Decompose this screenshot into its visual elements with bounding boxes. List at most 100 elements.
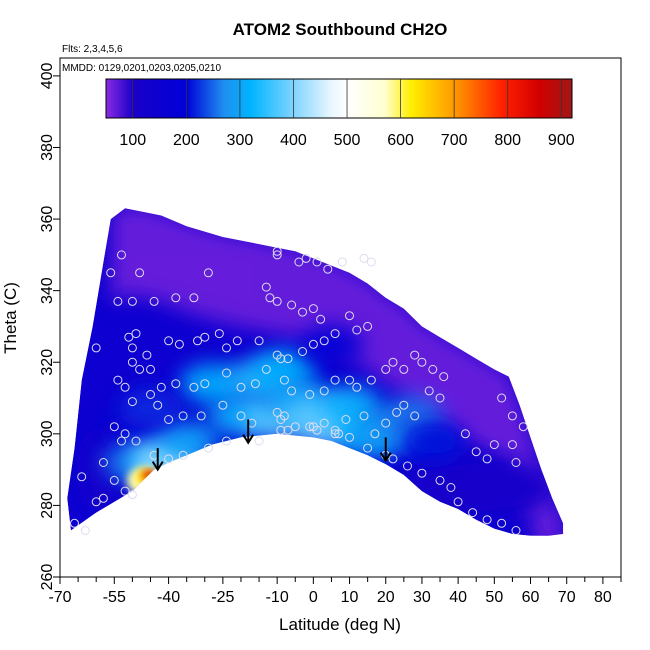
colorbar-tick-label: 200 xyxy=(173,132,200,149)
sample-point xyxy=(287,300,297,310)
sample-point xyxy=(164,336,174,346)
x-tick-label: -10 xyxy=(266,589,289,606)
sample-point xyxy=(80,526,90,535)
sample-point xyxy=(301,253,311,263)
sample-point xyxy=(98,493,108,503)
sample-point xyxy=(149,296,159,306)
sample-point xyxy=(135,364,145,374)
colorbar-tick-label: 500 xyxy=(334,132,361,149)
sample-point xyxy=(330,329,340,339)
dates-subtitle: MMDD: 0129,0201,0203,0205,0210 xyxy=(62,63,221,74)
sample-point xyxy=(359,253,369,263)
x-tick-label: 30 xyxy=(413,589,431,606)
sample-point xyxy=(518,422,528,432)
y-tick-label: 340 xyxy=(39,277,56,304)
sample-point xyxy=(388,357,398,367)
sample-point xyxy=(171,379,181,389)
pointer-arrows xyxy=(151,419,392,472)
x-tick-label: -70 xyxy=(48,589,71,606)
sample-point xyxy=(113,375,123,385)
sample-point xyxy=(403,461,412,471)
x-tick-label: 70 xyxy=(558,589,576,606)
sample-point xyxy=(337,257,347,267)
sample-point xyxy=(200,332,210,342)
colorbar-tick-label: 600 xyxy=(387,132,414,149)
sample-point xyxy=(214,329,224,339)
sample-point xyxy=(164,454,174,464)
sample-point xyxy=(439,372,449,382)
sample-point xyxy=(366,375,376,385)
sample-point xyxy=(392,407,402,417)
sample-point xyxy=(308,339,318,349)
sample-point xyxy=(468,508,478,518)
sample-point xyxy=(196,411,206,421)
sample-point xyxy=(399,400,409,410)
y-tick-label: 380 xyxy=(39,134,56,161)
sample-point xyxy=(117,250,126,260)
heatmap-field xyxy=(67,208,564,536)
x-tick-label: 60 xyxy=(522,589,540,606)
field-low-region xyxy=(396,457,557,518)
y-tick-label: 260 xyxy=(39,564,56,591)
sample-point xyxy=(370,429,380,439)
arrow-head xyxy=(151,461,164,472)
sample-point xyxy=(283,425,293,435)
sample-point xyxy=(460,429,470,439)
sample-point xyxy=(319,418,329,428)
field-blob xyxy=(118,388,183,429)
y-axis: 260 280 300 320 340 360 380 400 xyxy=(39,62,60,590)
sample-point xyxy=(417,357,427,367)
sample-point xyxy=(312,425,322,435)
sample-point xyxy=(178,450,188,460)
sample-point xyxy=(124,332,134,342)
x-tick-label: -40 xyxy=(157,589,180,606)
x-tick-label: -55 xyxy=(103,589,126,606)
x-tick-label: 10 xyxy=(341,589,359,606)
flights-subtitle: Flts: 2,3,4,5,6 xyxy=(62,44,123,55)
sample-point xyxy=(127,343,137,353)
sample-point xyxy=(316,314,326,324)
sample-point xyxy=(117,436,126,446)
sample-point xyxy=(109,422,119,432)
sample-point xyxy=(428,364,438,374)
sample-point xyxy=(232,336,242,346)
sample-point xyxy=(511,526,521,535)
sample-point xyxy=(482,454,492,464)
sample-point xyxy=(399,364,409,374)
sample-point xyxy=(410,411,420,421)
sample-point xyxy=(330,429,340,439)
sample-point xyxy=(77,472,87,482)
chart-title: ATOM2 Southbound CH2O xyxy=(233,20,448,39)
sample-point xyxy=(435,393,445,403)
sample-point xyxy=(381,364,391,374)
sample-point xyxy=(482,515,492,525)
sample-point xyxy=(424,386,434,396)
sample-point xyxy=(106,268,116,278)
sample-point xyxy=(171,293,181,303)
y-tick-label: 300 xyxy=(39,420,56,447)
sample-point xyxy=(127,296,137,306)
field-hot-spot xyxy=(142,470,157,479)
sample-point xyxy=(203,268,213,278)
colorbar-dividers xyxy=(132,79,562,118)
sample-point xyxy=(272,296,282,306)
sample-point xyxy=(319,386,329,396)
sample-point xyxy=(417,468,427,478)
sample-point xyxy=(127,397,137,407)
sample-point xyxy=(345,375,354,385)
y-axis-label: Theta (C) xyxy=(1,282,20,354)
sample-point xyxy=(283,354,293,364)
sample-point xyxy=(218,400,228,410)
x-tick-label: 80 xyxy=(594,589,612,606)
sample-point xyxy=(294,257,304,267)
sample-point xyxy=(222,368,231,378)
sample-point xyxy=(305,390,315,399)
sample-point xyxy=(312,257,322,267)
sample-point xyxy=(446,483,456,492)
sample-point xyxy=(250,379,260,389)
field-blob xyxy=(299,324,364,365)
sample-point xyxy=(142,350,152,360)
sample-point xyxy=(272,246,282,256)
sample-point xyxy=(200,379,210,389)
